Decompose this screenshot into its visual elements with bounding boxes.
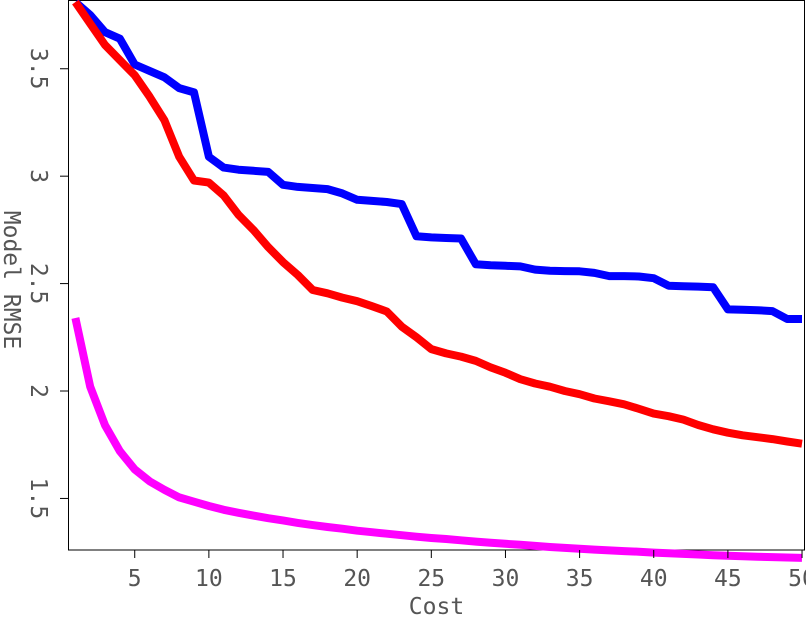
series-line-1	[72, 0, 802, 323]
series-line-3	[71, 317, 803, 562]
x-tick-label: 20	[343, 566, 371, 592]
x-tick-label: 45	[714, 566, 742, 592]
x-axis: 5 10 15 20 25 30 35 40 45 50	[128, 550, 806, 592]
series-line-2	[72, 0, 803, 448]
x-tick-label: 40	[640, 566, 668, 592]
y-axis-title: Model RMSE	[0, 211, 24, 349]
x-axis-title: Cost	[409, 594, 464, 618]
y-tick-label: 1.5	[25, 478, 51, 520]
y-tick-label: 3.5	[25, 48, 51, 90]
y-tick-label: 3	[25, 169, 51, 183]
x-tick-label: 50	[788, 566, 806, 592]
x-tick-label: 30	[492, 566, 520, 592]
x-tick-label: 25	[417, 566, 445, 592]
series-layer	[71, 0, 803, 562]
y-tick-label: 2	[25, 384, 51, 398]
x-tick-label: 15	[269, 566, 297, 592]
x-tick-label: 5	[128, 566, 142, 592]
plot-area	[68, 0, 805, 551]
plot-frame	[68, 0, 805, 551]
x-tick-label: 35	[566, 566, 594, 592]
y-axis: 1.5 2 2.5 3 3.5	[25, 48, 68, 519]
x-tick-label: 10	[195, 566, 223, 592]
y-tick-label: 2.5	[25, 263, 51, 305]
